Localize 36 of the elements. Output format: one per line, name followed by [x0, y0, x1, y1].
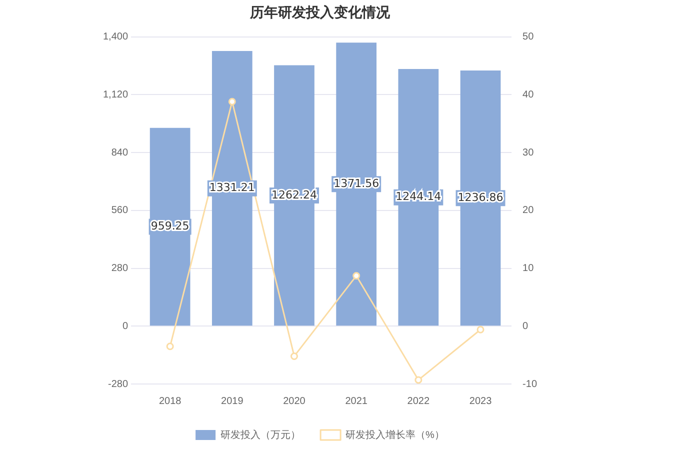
y-tick-label: -280 — [108, 378, 128, 390]
chart-title: 历年研发投入变化情况 — [249, 4, 391, 22]
x-tick-label: 2020 — [283, 396, 306, 407]
point — [290, 352, 298, 360]
x-tick-label: 2022 — [407, 396, 430, 407]
y-tick-label: 560 — [111, 205, 128, 216]
data-label: 959.25 — [150, 220, 190, 233]
data-label: 1262.24 — [271, 188, 317, 202]
y-tick-label: 280 — [111, 263, 128, 274]
bar — [150, 128, 190, 326]
data-label: 1236.86 — [458, 190, 504, 204]
x-tick-label: 2019 — [221, 396, 244, 407]
point — [352, 272, 360, 280]
data-label: 1371.56 — [334, 177, 380, 190]
y-tick-label: 1,120 — [102, 89, 128, 100]
data-label: 1244.14 — [396, 190, 442, 204]
y2-tick-label: -10 — [522, 378, 538, 390]
y-tick-label: 840 — [111, 147, 128, 158]
point — [476, 326, 484, 334]
point — [228, 98, 236, 106]
legend-label: 研发投入增长率（%） — [346, 428, 444, 441]
y-tick-label: 1,400 — [102, 32, 128, 43]
y2-tick-label: 0 — [522, 320, 529, 332]
y2-tick-label: 10 — [522, 263, 534, 274]
data-label: 1331.21 — [209, 181, 255, 194]
point — [166, 342, 174, 350]
x-tick-label: 2023 — [469, 396, 492, 407]
y-tick-label: 0 — [122, 320, 128, 332]
legend-label: 研发投入（万元） — [220, 428, 301, 441]
x-tick-label: 2018 — [158, 396, 182, 407]
y2-tick-label: 30 — [522, 147, 534, 158]
point — [414, 376, 422, 384]
y2-tick-label: 50 — [522, 32, 534, 43]
x-tick-label: 2021 — [345, 396, 368, 407]
y2-tick-label: 20 — [522, 205, 534, 216]
y2-tick-label: 40 — [522, 89, 534, 100]
